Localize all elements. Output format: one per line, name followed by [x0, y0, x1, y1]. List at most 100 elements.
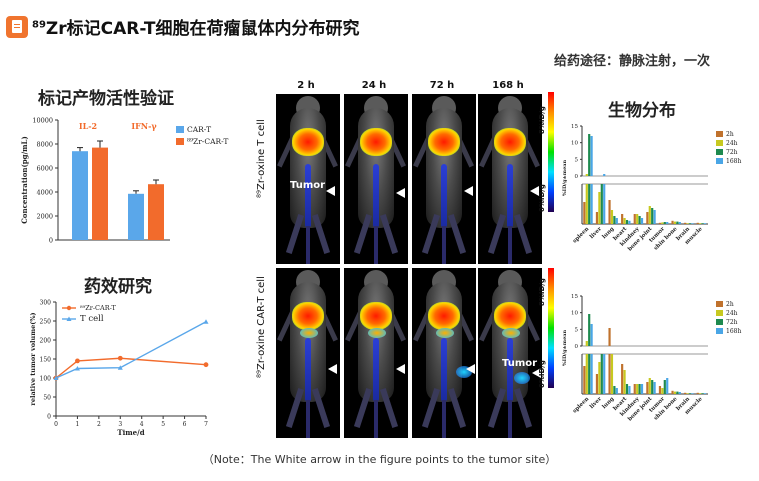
bar: [684, 392, 687, 394]
legend-label: 2h: [726, 131, 734, 138]
bar: [651, 208, 654, 224]
legend-swatch: [716, 319, 723, 325]
bar: [701, 223, 704, 224]
tumor-label: Tumor: [502, 358, 538, 369]
bar: [673, 221, 677, 224]
bar: [666, 222, 669, 224]
bar: [703, 223, 707, 224]
legend-label: CAR-T: [187, 125, 211, 134]
series-line: [55, 321, 207, 379]
colorbar-top-label: 8%ID/g: [538, 106, 546, 134]
bar: [92, 147, 108, 240]
bar: [603, 354, 606, 394]
bar: [608, 354, 611, 394]
bar: [696, 392, 699, 394]
tick-label: 0: [575, 344, 579, 350]
data-point: [203, 319, 209, 324]
tick-label: 15: [571, 124, 578, 130]
bar: [621, 364, 624, 394]
tick-label: 0: [47, 414, 51, 421]
legend-swatch: [716, 301, 723, 307]
bar: [676, 391, 679, 394]
data-point: [203, 362, 209, 368]
category-label: IL-2: [79, 121, 97, 131]
bar: [613, 216, 616, 224]
legend-label: 72h: [726, 149, 738, 156]
legend-swatch: [716, 328, 723, 334]
dosing-route: 给药途径：静脉注射，一次: [554, 54, 711, 69]
bar: [688, 223, 692, 224]
activity-bar-chart: 0 2000 4000 6000 8000 10000 Concentration(pg/m…: [20, 117, 228, 245]
legend-swatch: [716, 158, 723, 164]
pet-scan-t-2h: Tumor: [276, 94, 340, 264]
series-line: [55, 357, 207, 379]
legend-swatch: [716, 131, 723, 137]
tick-label: 0: [575, 174, 579, 180]
bar: [623, 218, 626, 224]
legend-label: 168h: [726, 158, 741, 165]
bar: [590, 136, 593, 176]
tumor-arrow-icon: [396, 364, 405, 374]
tick-label: 5: [575, 157, 579, 163]
legend-marker: [66, 305, 72, 311]
legend-swatch: [176, 126, 184, 133]
bar: [661, 388, 664, 394]
tick-label: 6000: [36, 165, 53, 173]
bar: [583, 366, 586, 394]
bar: [588, 314, 591, 346]
tick-label: 1: [76, 421, 80, 428]
bar: [600, 184, 603, 224]
timepoint-label: 24 h: [361, 80, 387, 91]
timepoint-label: 72 h: [429, 80, 455, 91]
bar: [585, 354, 588, 394]
tick-label: 8000: [36, 141, 53, 149]
bar: [588, 134, 591, 176]
data-point: [53, 375, 59, 380]
colorbar-bottom-label: 0%ID/g: [538, 360, 546, 388]
tick-label: 10000: [32, 117, 53, 125]
bar: [603, 174, 606, 176]
bar: [651, 380, 654, 394]
section-title-biodistribution: 生物分布: [608, 101, 676, 121]
bar: [686, 223, 689, 224]
bar: [663, 380, 666, 394]
bar: [148, 184, 164, 240]
page-title: 89Zr标记CAR-T细胞在荷瘤鼠体内分布研究: [32, 19, 360, 39]
tick-label: 5: [161, 421, 165, 428]
colorbar-bottom-label: 0%ID/g: [538, 184, 546, 212]
bar: [615, 388, 618, 394]
bar: [673, 391, 677, 394]
legend-label: 2h: [726, 301, 734, 308]
bar: [666, 378, 669, 394]
bar: [658, 222, 662, 224]
document-icon: [6, 16, 28, 38]
tick-label: 300: [40, 300, 52, 307]
category-label: spleen: [572, 396, 590, 414]
bar: [684, 222, 687, 224]
legend-label: 24h: [726, 140, 738, 147]
bar: [590, 184, 593, 224]
bar: [703, 393, 707, 394]
bar: [696, 222, 699, 224]
section-title-efficacy: 药效研究: [84, 277, 152, 297]
tumor-label: Tumor: [290, 180, 326, 191]
bar: [610, 354, 614, 394]
tick-label: 250: [40, 319, 52, 326]
category-label: liver: [589, 396, 603, 410]
bar: [640, 384, 644, 394]
pet-scan-t-72h: [412, 94, 476, 264]
bar: [691, 393, 694, 394]
bar: [661, 222, 664, 224]
bar: [585, 184, 588, 224]
bar: [638, 216, 641, 224]
pet-scan-t-168h: [478, 94, 542, 264]
bar: [128, 193, 144, 240]
pet-scan-t-24h: [344, 94, 408, 264]
bar: [678, 392, 681, 394]
bar: [613, 386, 616, 394]
bar: [621, 214, 624, 224]
row-label-car-t-cell: ⁸⁹Zr-oxine CAR-T cell: [256, 276, 267, 378]
pet-imaging-panel: 2 h 24 h 72 h 168 h ⁸⁹Zr-oxine T cell ⁸⁹…: [256, 78, 558, 440]
bar: [671, 390, 674, 394]
bar: [585, 341, 588, 346]
